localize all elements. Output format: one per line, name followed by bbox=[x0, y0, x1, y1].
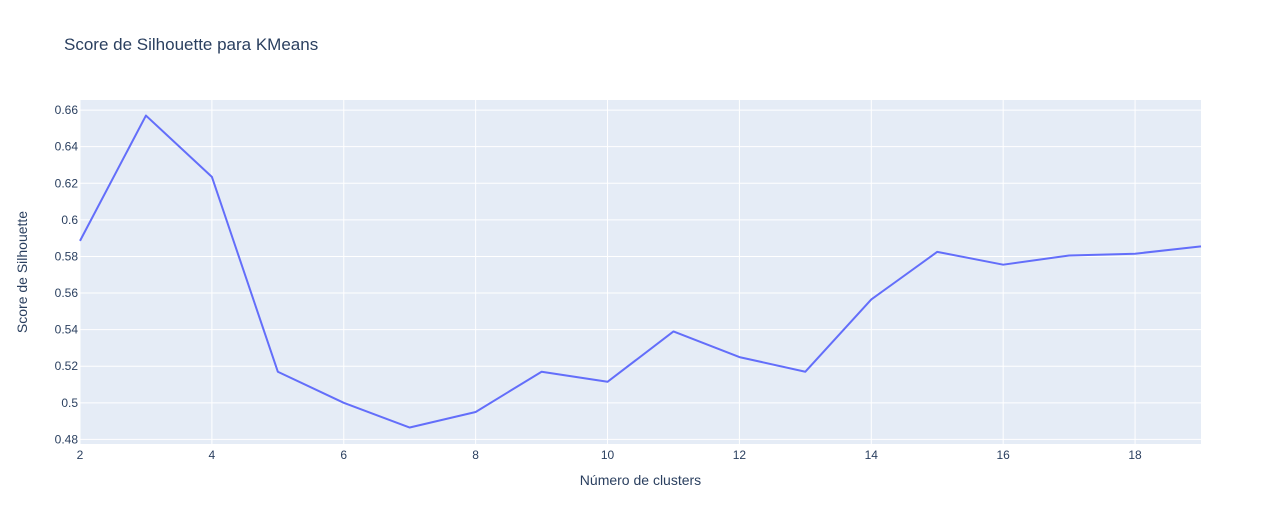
x-tick-label: 10 bbox=[601, 448, 615, 462]
y-tick-label: 0.56 bbox=[55, 286, 79, 300]
y-tick-label: 0.6 bbox=[61, 213, 78, 227]
series-layer bbox=[79, 114, 1202, 429]
x-tick-label: 18 bbox=[1128, 448, 1142, 462]
y-axis-title: Score de Silhouette bbox=[14, 211, 30, 333]
y-tick-label: 0.62 bbox=[55, 176, 79, 190]
y-tick-label: 0.66 bbox=[55, 103, 79, 117]
y-tick-label: 0.5 bbox=[61, 396, 78, 410]
y-tick-labels: 0.48 0.5 0.52 0.54 0.56 0.58 0.6 0.62 0.64 0.66 bbox=[55, 103, 79, 446]
x-axis-title: Número de clusters bbox=[580, 472, 701, 488]
x-gridlines bbox=[79, 100, 1136, 444]
x-tick-label: 12 bbox=[733, 448, 747, 462]
y-tick-label: 0.64 bbox=[55, 140, 79, 154]
x-tick-label: 14 bbox=[865, 448, 879, 462]
x-tick-label: 6 bbox=[340, 448, 347, 462]
y-tick-label: 0.54 bbox=[55, 323, 79, 337]
x-tick-label: 8 bbox=[472, 448, 479, 462]
x-tick-label: 2 bbox=[77, 448, 84, 462]
y-tick-label: 0.58 bbox=[55, 249, 79, 263]
plot-area bbox=[80, 100, 1201, 444]
y-tick-label: 0.52 bbox=[55, 359, 79, 373]
chart-title: Score de Silhouette para KMeans bbox=[64, 35, 318, 54]
series-line bbox=[79, 114, 1202, 429]
x-tick-labels: 2 4 6 8 10 12 14 16 18 bbox=[77, 448, 1142, 462]
y-tick-label: 0.48 bbox=[55, 432, 79, 446]
x-tick-label: 4 bbox=[209, 448, 216, 462]
y-gridlines bbox=[80, 109, 1201, 440]
x-tick-label: 16 bbox=[996, 448, 1010, 462]
